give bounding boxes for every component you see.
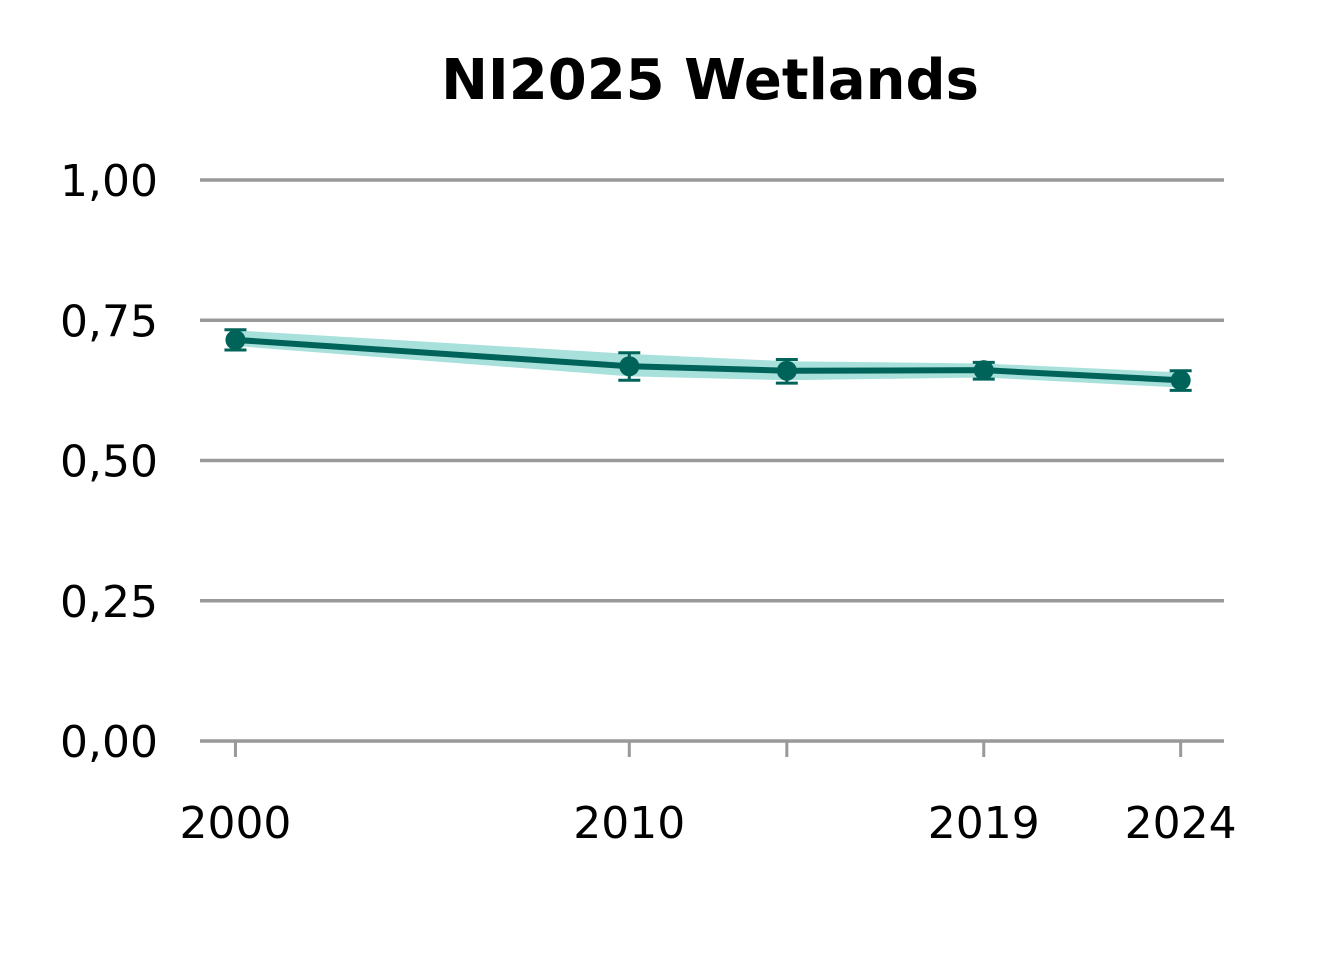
data-point [619, 356, 640, 377]
y-axis-ticks: 0,00 0,25 0,50 0,75 1,00 [60, 156, 158, 768]
x-axis-ticks: 2000 2010 2019 2024 [179, 741, 1237, 849]
data-point [225, 329, 246, 350]
data-point [973, 360, 994, 381]
data-point [1170, 370, 1191, 391]
x-tick-label: 2010 [573, 798, 685, 849]
x-tick-label: 2000 [179, 798, 291, 849]
y-tick-label: 0,00 [60, 717, 158, 768]
x-tick-label: 2019 [928, 798, 1040, 849]
y-tick-label: 0,75 [60, 296, 158, 347]
gridlines [200, 178, 1224, 743]
y-tick-label: 1,00 [60, 156, 158, 207]
chart-title: NI2025 Wetlands [441, 48, 979, 113]
data-point [776, 360, 797, 381]
y-tick-label: 0,50 [60, 437, 158, 488]
confidence-band-area [235, 330, 1181, 388]
y-tick-label: 0,25 [60, 577, 158, 628]
confidence-band [235, 330, 1181, 388]
x-tick-label: 2024 [1125, 798, 1237, 849]
data-points [225, 329, 1191, 391]
